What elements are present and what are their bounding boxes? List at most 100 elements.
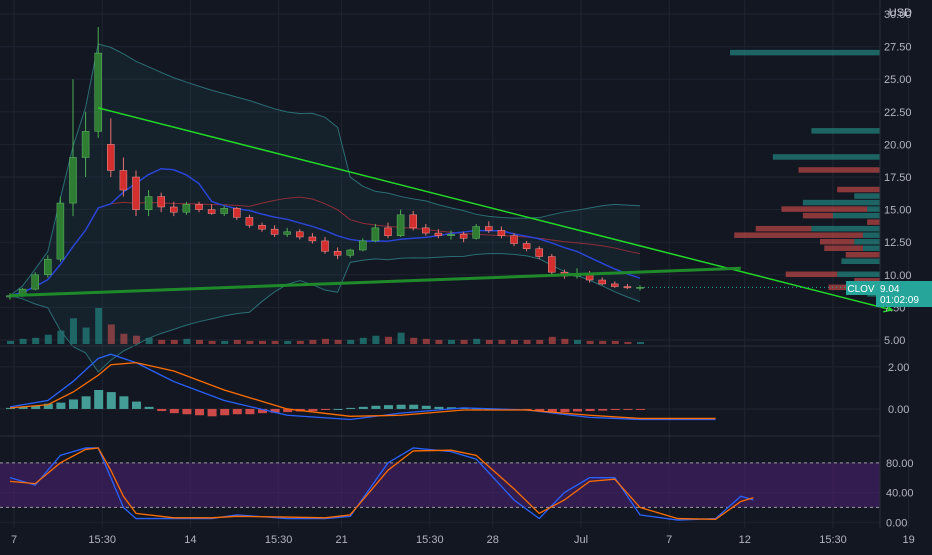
macd-histogram-bar <box>270 408 280 413</box>
candle-body <box>132 176 140 210</box>
volume-bar <box>107 324 115 344</box>
volume-profile-bar-up <box>862 232 880 238</box>
macd-histogram-bar <box>535 408 545 412</box>
volume-bar <box>359 337 367 344</box>
price-tick-label: 10.00 <box>884 270 912 282</box>
candle-body <box>510 235 518 244</box>
x-tick-label: 15:30 <box>819 534 847 546</box>
macd-histogram-bar <box>560 408 570 413</box>
x-tick-label: 21 <box>335 534 347 546</box>
volume-profile-bar-down <box>824 245 863 251</box>
macd-histogram-bar <box>283 408 293 413</box>
bollinger-upper <box>9 43 641 297</box>
macd-histogram-bar <box>245 408 255 415</box>
volume-bar <box>322 338 329 344</box>
candle-body <box>283 231 291 235</box>
volume-bar <box>208 340 216 344</box>
volume-bar <box>158 339 166 344</box>
volume-bar <box>473 338 481 344</box>
candle-body <box>195 204 203 210</box>
macd-histogram-bar <box>119 396 129 409</box>
macd-histogram-bar <box>132 401 141 409</box>
price-tick-label: 20.00 <box>884 139 912 151</box>
last-price-countdown: 01:02:09 <box>880 295 919 306</box>
volume-profile-bar-down <box>798 167 880 173</box>
macd-histogram-bar <box>144 406 154 409</box>
volume-bar <box>460 339 468 344</box>
volume-profile-bar-up <box>811 225 880 232</box>
candle-body <box>522 243 531 249</box>
candle-body <box>31 274 39 290</box>
volume-bar <box>95 308 103 344</box>
candle-body <box>220 208 228 214</box>
macd-histogram-bar <box>384 405 393 409</box>
price-tick-label: 15.00 <box>884 205 912 217</box>
macd-histogram-bar <box>81 396 91 409</box>
volume-bar <box>536 339 544 344</box>
macd-line <box>9 353 716 421</box>
macd-panel <box>6 353 716 421</box>
volume-bar <box>70 318 77 344</box>
volume-bar <box>82 327 90 344</box>
macd-histogram-bar <box>232 408 242 415</box>
price-panel <box>6 27 894 373</box>
volume-profile-bar-down <box>828 284 850 291</box>
macd-histogram-bar <box>434 406 444 409</box>
stoch-tick-label: 40.00 <box>886 488 914 500</box>
candle-body <box>258 224 266 230</box>
macd-histogram-bar <box>610 408 620 410</box>
volume-bar <box>637 341 644 344</box>
volume-profile-bar-down <box>854 278 880 284</box>
price-tick-label: 30.00 <box>884 9 912 21</box>
price-tick-label: 22.50 <box>884 107 912 119</box>
x-tick-label: 15:30 <box>416 534 444 546</box>
price-tick-label: 17.50 <box>884 172 912 184</box>
volume-bar <box>183 338 191 344</box>
candle-body <box>396 214 405 236</box>
volume-bar <box>259 340 266 344</box>
volume-bar <box>120 333 128 344</box>
volume-bar <box>485 339 493 344</box>
volume-profile-bar-down <box>845 251 880 258</box>
macd-histogram-bar <box>94 390 104 409</box>
volume-bar <box>284 340 292 344</box>
volume-bar <box>397 332 405 344</box>
x-tick-label: Jul <box>574 534 588 546</box>
macd-tick-label: 0.00 <box>888 404 909 416</box>
candle-body <box>182 204 191 213</box>
macd-histogram-bar <box>157 408 167 412</box>
support-trendline <box>9 266 741 298</box>
volume-profile-bar-up <box>802 199 880 206</box>
x-tick-label: 12 <box>739 534 751 546</box>
volume-profile-bar-up <box>867 206 880 212</box>
macd-histogram-bar <box>409 404 419 409</box>
moving-average-blue <box>9 167 641 297</box>
macd-histogram-bar <box>56 402 66 409</box>
candle-body <box>144 196 153 210</box>
volume-bar <box>145 337 153 344</box>
volume-profile-bar-up <box>862 245 880 251</box>
volume-bar <box>561 338 569 344</box>
volume-bar <box>599 340 607 344</box>
macd-histogram-bar <box>547 408 557 413</box>
volume-bar <box>221 340 229 344</box>
macd-histogram-bar <box>106 392 116 409</box>
volume-bar <box>170 339 178 344</box>
volume-profile-bar-up <box>730 49 880 56</box>
volume-bar <box>271 340 279 344</box>
price-tick-label: 27.50 <box>884 42 912 54</box>
volume-profile-bar-up <box>832 212 880 219</box>
candle-body <box>434 232 443 236</box>
volume-bar <box>372 335 380 344</box>
x-tick-label: 28 <box>487 534 499 546</box>
candle-body <box>245 217 254 226</box>
macd-histogram-bar <box>396 404 406 409</box>
macd-histogram-bar <box>371 405 381 409</box>
candle-body <box>636 287 644 289</box>
volume-bar <box>435 339 443 344</box>
candle-body <box>81 131 90 158</box>
volume-profile-bar-up <box>854 238 880 245</box>
macd-histogram-bar <box>169 408 179 414</box>
volume-bar <box>448 339 455 344</box>
